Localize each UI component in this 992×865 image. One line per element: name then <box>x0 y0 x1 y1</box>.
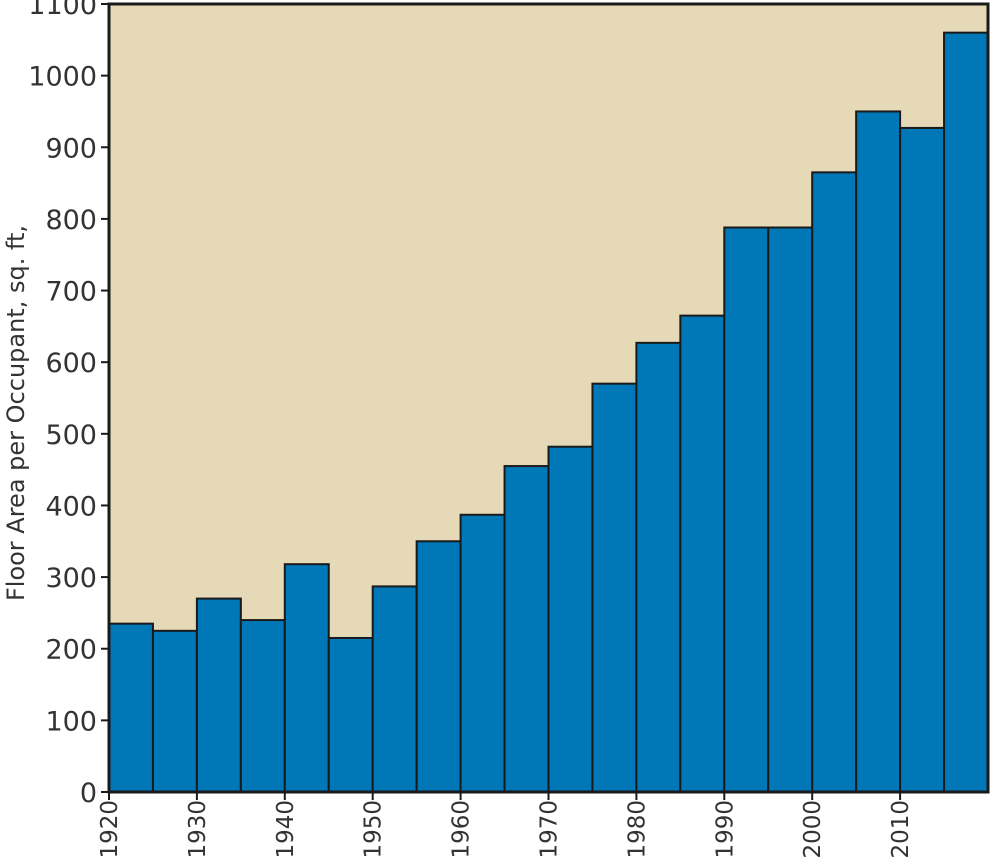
y-tick-label-500: 500 <box>45 420 97 451</box>
bar-1930 <box>195 597 242 794</box>
bar-1945 <box>327 636 374 793</box>
y-tick-label-700: 700 <box>45 277 97 308</box>
bar-1935 <box>239 619 286 794</box>
y-tick-label-400: 400 <box>45 491 97 522</box>
x-tick-label-1920: 1920 <box>97 800 123 859</box>
x-tick-label-1970: 1970 <box>537 800 563 859</box>
bar-1990 <box>723 226 770 794</box>
plot-frame <box>107 2 990 794</box>
y-tick-label-600: 600 <box>45 348 97 379</box>
bar-1940 <box>283 563 330 793</box>
y-tick-label-0: 0 <box>80 778 97 809</box>
bar-1920 <box>108 622 154 793</box>
bar-1970 <box>547 445 594 793</box>
y-tick-label-1100: 1100 <box>28 0 97 21</box>
y-tick-label-900: 900 <box>45 133 97 164</box>
x-tick-label-1960: 1960 <box>449 800 475 859</box>
bar-1965 <box>503 465 550 793</box>
x-tick-label-2000: 2000 <box>800 800 826 859</box>
x-tick-label-1980: 1980 <box>624 800 650 859</box>
bar-2010 <box>899 126 946 793</box>
bar-1980 <box>635 341 682 793</box>
bar-1955 <box>415 540 462 793</box>
x-tick-label-1930: 1930 <box>185 800 211 859</box>
bars-group <box>108 31 989 794</box>
x-tick-label-1940: 1940 <box>273 800 299 859</box>
bar-2015 <box>943 31 989 794</box>
x-tick-label-1950: 1950 <box>361 800 387 859</box>
y-tick-label-200: 200 <box>45 635 97 666</box>
x-tick-label-1990: 1990 <box>712 800 738 859</box>
y-axis-label: Floor Area per Occupant, sq. ft, <box>2 225 30 601</box>
y-tick-label-300: 300 <box>45 563 97 594</box>
y-tick-label-800: 800 <box>45 205 97 236</box>
bar-1950 <box>371 585 418 793</box>
x-tick-labels: 1920 1930 1940 1950 1960 1970 1980 1990 2000 2010 <box>97 800 914 859</box>
bar-2000 <box>811 171 858 793</box>
x-tick-label-2010: 2010 <box>888 800 914 859</box>
bar-1925 <box>151 629 198 793</box>
y-tick-label-100: 100 <box>45 706 97 737</box>
y-tick-labels: 0 100 200 300 400 500 600 700 800 900 1000 1100 <box>28 0 97 809</box>
y-tick-label-1000: 1000 <box>28 62 97 93</box>
bar-2005 <box>855 110 902 794</box>
bar-1995 <box>767 226 814 794</box>
bar-1975 <box>591 382 638 793</box>
bar-1985 <box>679 314 726 793</box>
bar-1960 <box>459 513 506 793</box>
